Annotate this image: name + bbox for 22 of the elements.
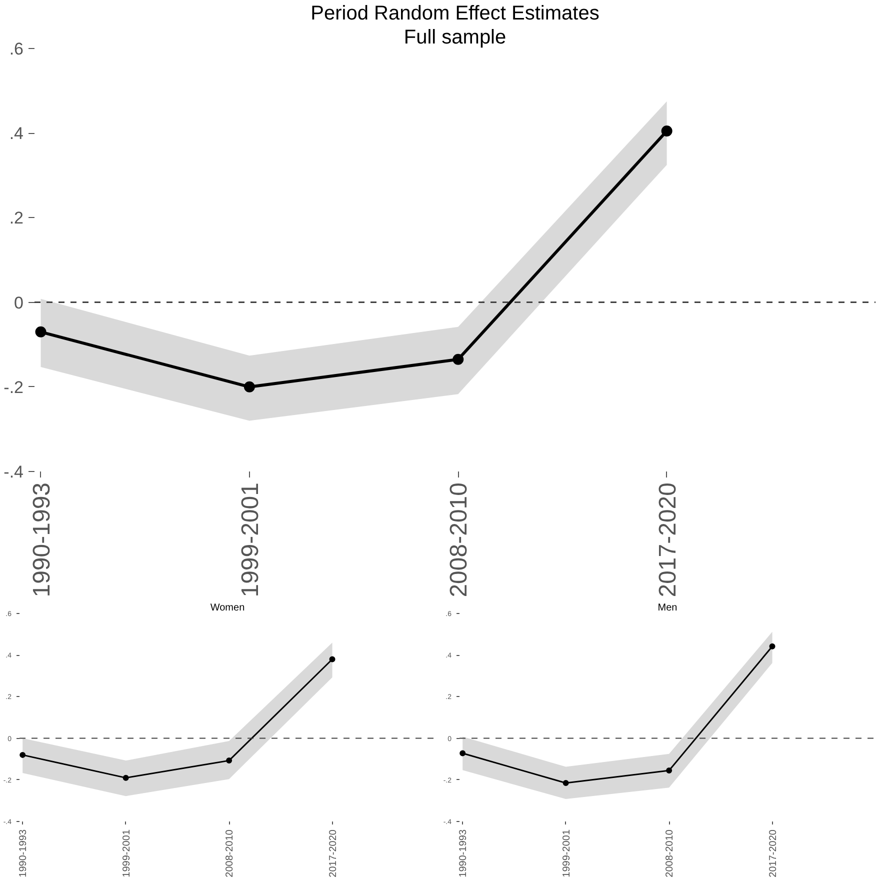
x-tick-label: 2017-2020 [768,829,779,878]
x-tick-label: 1999-2001 [236,482,264,598]
x-tick-label: 2017-2020 [328,829,339,878]
chart-subtitle: Full sample [404,26,506,48]
y-tick-label: 0 [14,293,24,312]
x-tick-label: 2008-2010 [446,482,473,598]
x-tick-label: 1990-1993 [28,482,56,598]
y-tick-label: -.4 [4,462,24,482]
x-tick-label: 2017-2020 [654,482,682,598]
y-tick-label: .6 [9,40,24,58]
chart-title: Women [210,602,245,614]
x-tick-label: 2008-2010 [224,829,236,878]
x-tick-label: 1999-2001 [561,829,572,878]
y-tick-label: .2 [9,208,24,228]
x-tick-label: 1990-1993 [458,829,470,878]
chart-title: Men [658,602,678,614]
chart-title: Period Random Effect Estimates [310,2,600,24]
x-tick-label: 1999-2001 [121,829,132,878]
y-tick-label: -.2 [4,378,24,397]
x-tick-label: 2008-2010 [664,829,676,878]
y-tick-label: .4 [9,124,24,144]
x-tick-label: 1990-1993 [18,829,30,878]
